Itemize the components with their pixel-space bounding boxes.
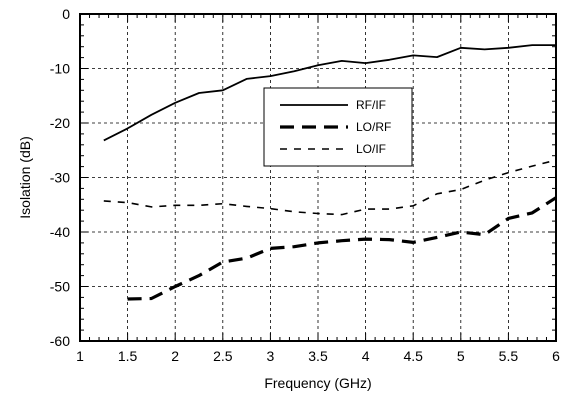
y-tick-label: -20	[50, 115, 70, 131]
x-tick-label: 5.5	[499, 348, 519, 364]
y-tick-label: -30	[50, 170, 70, 186]
x-tick-label: 3	[267, 348, 275, 364]
x-tick-label: 6	[552, 348, 560, 364]
y-tick-label: -60	[50, 333, 70, 349]
grid	[80, 14, 556, 341]
y-tick-label: -50	[50, 279, 70, 295]
y-tick-label: -10	[50, 61, 70, 77]
axis-ticks	[79, 13, 557, 342]
series-line-rf-if	[103, 44, 556, 142]
x-tick-label: 4.5	[403, 348, 423, 364]
legend-label-rf-if: RF/IF	[356, 98, 386, 112]
legend-label-lo-rf: LO/RF	[356, 120, 391, 134]
legend: RF/IF LO/RF LO/IF	[263, 87, 413, 167]
x-tick-label: 2	[171, 348, 179, 364]
x-tick-label: 1.5	[118, 348, 138, 364]
x-tick-label: 2.5	[213, 348, 233, 364]
y-axis-label: Isolation (dB)	[17, 136, 33, 218]
y-tick-label: 0	[62, 6, 70, 22]
x-tick-label: 4	[362, 348, 370, 364]
x-axis-label: Frequency (GHz)	[264, 375, 371, 391]
legend-label-lo-if: LO/IF	[356, 142, 386, 156]
tick-labels: 1 1.5 2 2.5 3 3.5 4 4.5 5 5.5 6 -60 -50 -40 -30 -20 -10 0	[50, 6, 560, 364]
y-tick-label: -40	[50, 224, 70, 240]
series-line-lo-rf	[127, 196, 557, 301]
series-line-lo-if	[103, 159, 557, 216]
x-tick-label: 5	[457, 348, 465, 364]
x-tick-label: 1	[76, 348, 84, 364]
series-lines	[103, 44, 557, 301]
x-tick-label: 3.5	[308, 348, 328, 364]
